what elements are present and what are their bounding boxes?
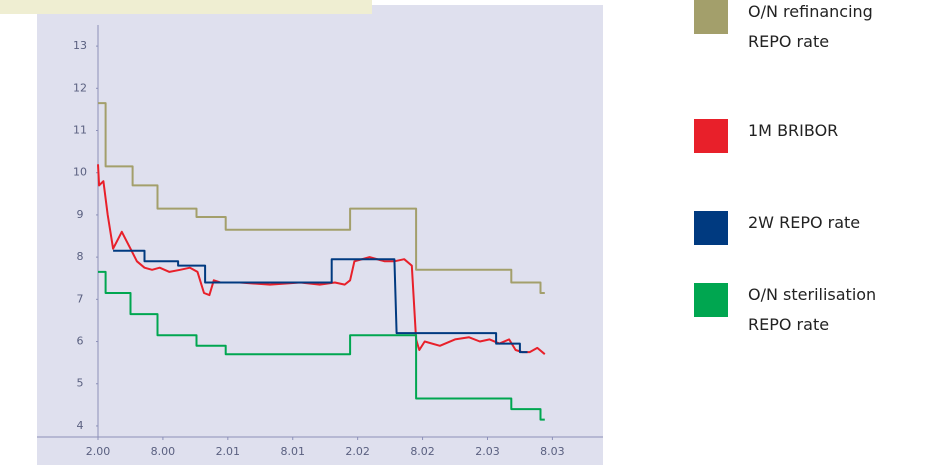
title-strip [0,0,372,14]
y-tick-label: 11 [73,124,87,137]
y-tick-label: 8 [77,250,84,263]
y-tick-label: 7 [77,292,84,305]
y-tick-label: 4 [77,419,84,432]
line-series [97,164,546,355]
plot-panel [37,5,603,465]
legend-label: O/N refinancing REPO rate [748,2,873,51]
legend-swatch [694,0,728,34]
y-tick-label: 9 [77,208,84,221]
legend-swatch [694,211,728,245]
x-tick-label: 8.02 [410,445,435,458]
legend-swatch [694,119,728,153]
legend-label: O/N sterilisation REPO rate [748,285,877,334]
legend-label: 2W REPO rate [748,213,861,232]
x-tick-label: 2.03 [475,445,500,458]
legend-swatch [694,283,728,317]
x-tick-label: 2.00 [86,445,111,458]
line-series [113,249,528,354]
x-tick-label: 2.01 [216,445,241,458]
x-tick-label: 8.03 [540,445,565,458]
y-tick-label: 13 [73,39,87,52]
line-series [98,270,545,421]
x-tick-label: 8.00 [151,445,176,458]
y-tick-label: 5 [77,377,84,390]
legend-label: 1M BRIBOR [748,121,839,140]
line-series [98,102,545,294]
y-tick-label: 6 [77,335,84,348]
y-tick-label: 10 [73,166,87,179]
x-tick-label: 2.02 [345,445,370,458]
x-tick-label: 8.01 [280,445,305,458]
y-tick-label: 12 [73,81,87,94]
